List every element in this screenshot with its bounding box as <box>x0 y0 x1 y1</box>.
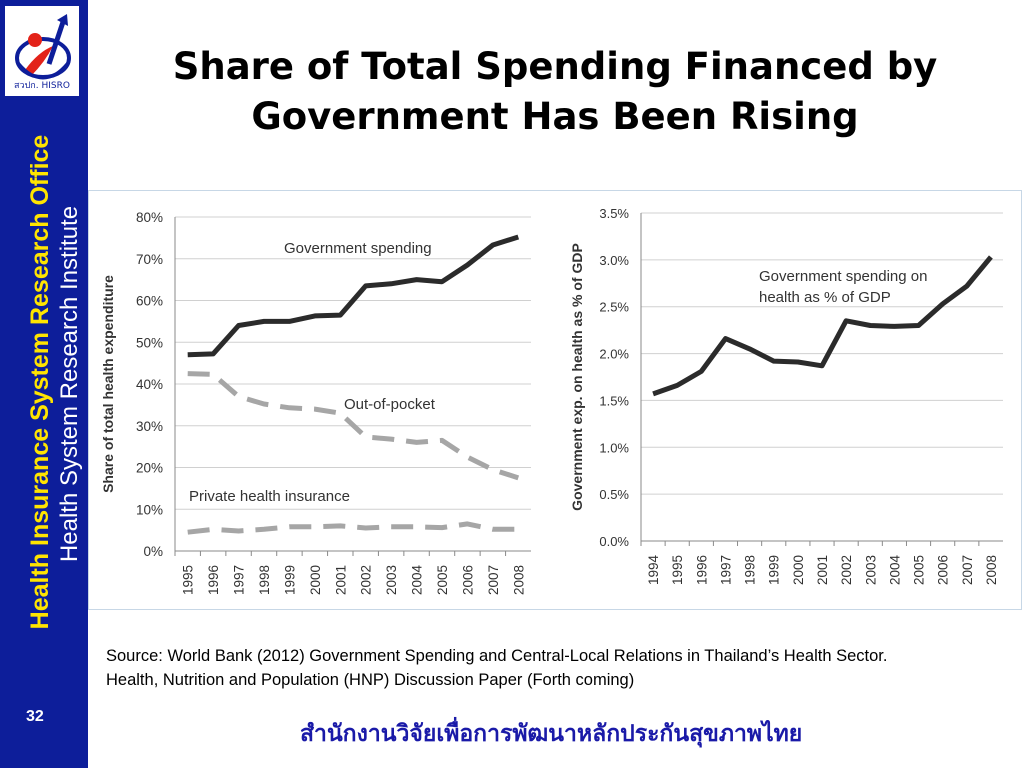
chart1-y-axis-title: Share of total health expenditure <box>100 275 116 493</box>
chart2-x-tick-label: 2002 <box>839 555 854 585</box>
chart2-y-tick-label: 2.5% <box>599 300 629 315</box>
chart2-x-tick-label: 2004 <box>887 554 902 585</box>
logo-text: สวปก. HISRO <box>14 81 70 91</box>
chart1-y-tick-label: 0% <box>143 544 163 559</box>
chart1-x-tick-label: 1997 <box>232 565 247 595</box>
chart2-x-tick-label: 2005 <box>912 555 927 585</box>
chart2-x-tick-label: 2003 <box>863 555 878 585</box>
chart1-x-tick-label: 2004 <box>410 564 425 595</box>
chart2-x-tick-label: 2008 <box>984 555 999 585</box>
page-number: 32 <box>26 708 44 725</box>
chart2-y-tick-label: 3.0% <box>599 253 629 268</box>
title-line-1: Share of Total Spending Financed by <box>172 45 938 88</box>
chart1-x-tick-label: 2007 <box>486 565 501 595</box>
chart1-x-tick-label: 1995 <box>181 565 196 595</box>
chart1-x-tick-label: 1998 <box>257 565 272 595</box>
chart1-x-tick-label: 1996 <box>206 565 221 595</box>
sidebar-office-name: Health Insurance System Research Office <box>26 134 54 630</box>
chart2-y-tick-label: 1.5% <box>599 393 629 408</box>
chart2-x-tick-label: 1999 <box>767 555 782 585</box>
hisro-logo: สวปก. HISRO <box>5 6 79 96</box>
chart2-x-tick-label: 2001 <box>815 555 830 585</box>
chart1-y-tick-label: 20% <box>136 461 163 476</box>
chart2-x-tick-label: 1994 <box>646 554 661 585</box>
charts-svg: 0% 10% 20% 30% 40% 50% 60% 70% 80% 1995 1996 1997 19… <box>100 206 1003 595</box>
chart1-series-line-2 <box>187 371 520 481</box>
chart1-y-tick-label: 50% <box>136 335 163 350</box>
chart2-x-tick-label: 2000 <box>791 555 806 585</box>
chart2-series-line-1 <box>652 255 993 397</box>
source-line-1: Source: World Bank (2012) Government Spe… <box>106 647 888 665</box>
chart1-x-tick-label: 1999 <box>282 565 297 595</box>
source-citation: Source: World Bank (2012) Government Spe… <box>106 644 1006 692</box>
chart2-y-tick-label: 0.0% <box>599 534 629 549</box>
chart1-x-tick-label: 2006 <box>460 565 475 595</box>
chart-panel: 0% 10% 20% 30% 40% 50% 60% 70% 80% 1995 1996 1997 19… <box>88 190 1022 610</box>
chart1-y-tick-label: 60% <box>136 294 163 309</box>
chart1-series-line-3 <box>187 521 519 535</box>
chart1-x-tick-label: 2002 <box>359 565 374 595</box>
chart1-y-tick-label: 70% <box>136 252 163 267</box>
chart1-y-tick-label: 30% <box>136 419 163 434</box>
logo-graphic: สวปก. HISRO <box>14 14 71 91</box>
chart2-x-tick-label: 1995 <box>670 555 685 585</box>
chart1-x-tick-label: 2005 <box>435 565 450 595</box>
chart1-series-label-2: Out-of-pocket <box>344 396 436 413</box>
chart2-x-tick-label: 2007 <box>960 555 975 585</box>
chart1-x-tick-label: 2003 <box>384 565 399 595</box>
slide-title: Share of Total Spending Financed by Gove… <box>120 42 990 142</box>
chart2-y-axis-title: Government exp. on health as % of GDP <box>569 243 585 511</box>
chart2-y-tick-label: 1.0% <box>599 440 629 455</box>
chart1-y-tick-label: 40% <box>136 377 163 392</box>
sidebar: สวปก. HISRO Health Insurance System Rese… <box>0 0 88 768</box>
chart2-x-tick-label: 2006 <box>936 555 951 585</box>
chart2-x-tick-label: 1996 <box>694 555 709 585</box>
chart1-series-label-3: Private health insurance <box>189 488 350 505</box>
sidebar-institute-name: Health System Research Institute <box>56 205 83 563</box>
source-line-2: Health, Nutrition and Population (HNP) D… <box>106 671 635 689</box>
chart2-y-tick-label: 2.0% <box>599 347 629 362</box>
chart1-y-tick-label: 10% <box>136 502 163 517</box>
footer-thai-org-name: สำนักงานวิจัยเพื่อการพัฒนาหลักประกันสุขภ… <box>300 721 803 747</box>
chart1-series-line-1 <box>187 234 520 358</box>
chart2-x-tick-label: 1998 <box>743 555 758 585</box>
title-line-2: Government Has Been Rising <box>251 95 859 138</box>
chart1-x-tick-label: 2008 <box>511 565 526 595</box>
chart1-y-tick-label: 80% <box>136 210 163 225</box>
chart2-series-label-1: Government spending on health as % of GDP <box>759 268 927 306</box>
chart2-y-tick-label: 0.5% <box>599 487 629 502</box>
chart1-series-label-1: Government spending <box>284 240 432 257</box>
chart1-x-tick-label: 2001 <box>333 565 348 595</box>
chart2-y-tick-label: 3.5% <box>599 206 629 221</box>
chart1-x-tick-label: 2000 <box>308 565 323 595</box>
chart2-x-tick-label: 1997 <box>718 555 733 585</box>
